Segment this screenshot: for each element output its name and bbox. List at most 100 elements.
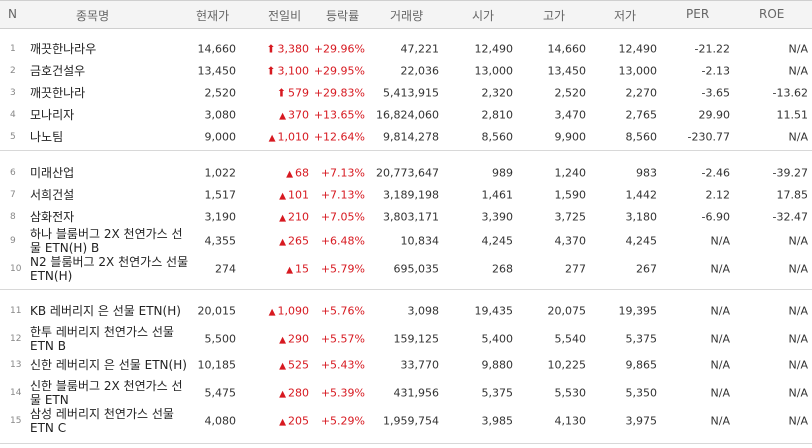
current-price: 1,517 xyxy=(204,188,237,202)
header-change[interactable]: 전일비 xyxy=(268,9,302,23)
stock-name-link[interactable]: 삼화전자 xyxy=(30,210,75,224)
current-price: 5,475 xyxy=(204,386,237,400)
header-per[interactable]: PER xyxy=(686,7,710,21)
rank-number: 10 xyxy=(10,264,22,274)
table-row[interactable]: 1 깨끗한나라우 14,660 ⬆ 3,380 +29.96% 47,221 12,490 14… xyxy=(0,36,812,62)
change-amount: ▲ 280 xyxy=(279,387,309,400)
trading-volume: 47,221 xyxy=(400,42,440,56)
table-row[interactable]: 13 신한 레버리지 은 선물 ETN(H) 10,185 ▲ 525 +5.43% 33,… xyxy=(0,352,812,378)
rank-number: 12 xyxy=(10,334,22,344)
rank-number: 14 xyxy=(10,388,22,398)
stock-name-link[interactable]: 삼성 레버리지 천연가스 선물 ETN C xyxy=(30,407,174,435)
change-amount: ▲ 265 xyxy=(279,235,309,248)
upper-limit-arrow-icon: ⬆ xyxy=(266,64,276,78)
change-rate: +7.13% xyxy=(320,188,365,202)
stock-name-link[interactable]: 신한 블룸버그 2X 천연가스 선물 ETN xyxy=(30,379,183,407)
stock-name-link[interactable]: 한투 레버리지 천연가스 선물 ETN B xyxy=(30,325,174,353)
low-price: 1,442 xyxy=(625,188,658,202)
table-row[interactable]: 15 삼성 레버리지 천연가스 선물 ETN C 4,080 ▲ 205 +5.29% 1,… xyxy=(0,407,812,435)
table-row[interactable]: 3 깨끗한나라 2,520 ⬆ 579 +29.83% 5,413,915 2,320 2,52… xyxy=(0,80,812,106)
header-name[interactable]: 종목명 xyxy=(76,9,110,23)
current-price: 10,185 xyxy=(197,358,237,372)
header-low[interactable]: 저가 xyxy=(614,9,637,23)
low-price: 8,560 xyxy=(625,130,658,144)
stock-name-link[interactable]: 나노팀 xyxy=(30,130,64,144)
stock-name-link[interactable]: 모나리자 xyxy=(30,108,75,122)
high-price: 20,075 xyxy=(547,304,587,318)
change-value: 210 xyxy=(288,210,309,224)
table-row[interactable]: 7 서희건설 1,517 ▲ 101 +7.13% 3,189,198 1,461 1,590 1… xyxy=(0,182,812,208)
header-rate[interactable]: 등락률 xyxy=(326,9,360,23)
stock-name-link[interactable]: 금호건설우 xyxy=(30,64,86,78)
table-row[interactable]: 11 KB 레버리지 은 선물 ETN(H) 20,015 ▲ 1,090 +5.76% 3… xyxy=(0,298,812,324)
header-high[interactable]: 고가 xyxy=(543,9,566,23)
open-price: 2,320 xyxy=(481,86,514,100)
stock-name-link[interactable]: 서희건설 xyxy=(30,188,75,202)
stock-name-link[interactable]: 하나 블룸버그 2X 천연가스 선물 ETN(H) B xyxy=(30,227,183,255)
table-row[interactable]: 4 모나리자 3,080 ▲ 370 +13.65% 16,824,060 2,810 3,47… xyxy=(0,102,812,128)
low-price: 12,490 xyxy=(618,42,658,56)
low-price: 2,765 xyxy=(625,108,658,122)
high-price: 1,590 xyxy=(554,188,587,202)
table-row[interactable]: 12 한투 레버리지 천연가스 선물 ETN B 5,500 ▲ 290 +5.57% 15… xyxy=(0,325,812,353)
high-price: 4,130 xyxy=(554,414,587,428)
trading-volume: 16,824,060 xyxy=(376,108,439,122)
stock-name-link[interactable]: 신한 레버리지 은 선물 ETN(H) xyxy=(30,358,187,372)
stock-name-link[interactable]: 미래산업 xyxy=(30,166,75,180)
per-value: N/A xyxy=(710,386,730,400)
header-roe[interactable]: ROE xyxy=(759,7,785,21)
change-amount: ▲ 370 xyxy=(279,109,309,122)
rank-number: 11 xyxy=(10,306,22,316)
roe-value: -13.62 xyxy=(772,86,808,100)
change-value: 579 xyxy=(288,86,309,100)
current-price: 4,355 xyxy=(204,234,237,248)
table-bottom-border xyxy=(0,443,812,444)
trading-volume: 10,834 xyxy=(400,234,440,248)
change-rate: +6.48% xyxy=(320,234,365,248)
up-triangle-icon: ▲ xyxy=(279,389,286,400)
rank-number: 5 xyxy=(10,132,16,142)
stock-name-link[interactable]: N2 블룸버그 2X 천연가스 선물 ETN(H) xyxy=(30,255,189,283)
rank-number: 15 xyxy=(10,416,22,426)
current-price: 274 xyxy=(215,262,236,276)
low-price: 983 xyxy=(636,166,657,180)
low-price: 9,865 xyxy=(625,358,658,372)
table-row[interactable]: 10 N2 블룸버그 2X 천연가스 선물 ETN(H) 274 ▲ 15 +5.79% 6… xyxy=(0,255,812,283)
change-value: 370 xyxy=(288,108,309,122)
rank-number: 3 xyxy=(10,88,16,98)
change-value: 265 xyxy=(288,234,309,248)
change-value: 280 xyxy=(288,386,309,400)
current-price: 4,080 xyxy=(204,414,237,428)
trading-volume: 695,035 xyxy=(393,262,440,276)
trading-volume: 20,773,647 xyxy=(376,166,439,180)
stock-name-link[interactable]: KB 레버리지 은 선물 ETN(H) xyxy=(30,304,181,318)
header-price[interactable]: 현재가 xyxy=(196,9,230,23)
per-value: N/A xyxy=(710,414,730,428)
table-row[interactable]: 8 삼화전자 3,190 ▲ 210 +7.05% 3,803,171 3,390 3,725 3… xyxy=(0,204,812,230)
group-divider xyxy=(0,289,812,290)
change-rate: +13.65% xyxy=(313,108,365,122)
low-price: 5,375 xyxy=(625,332,658,346)
per-value: -2.46 xyxy=(701,166,730,180)
open-price: 268 xyxy=(492,262,513,276)
table-row[interactable]: 2 금호건설우 13,450 ⬆ 3,100 +29.95% 22,036 13,000 13,… xyxy=(0,58,812,84)
header-volume[interactable]: 거래량 xyxy=(390,9,424,23)
header-n: N xyxy=(8,7,17,21)
table-row[interactable]: 9 하나 블룸버그 2X 천연가스 선물 ETN(H) B 4,355 ▲ 265 +6.… xyxy=(0,227,812,255)
table-row[interactable]: 6 미래산업 1,022 ▲ 68 +7.13% 20,773,647 989 1,240 983… xyxy=(0,160,812,186)
rank-number: 8 xyxy=(10,212,16,222)
header-open[interactable]: 시가 xyxy=(472,9,495,23)
table-row[interactable]: 14 신한 블룸버그 2X 천연가스 선물 ETN 5,475 ▲ 280 +5.39% 4… xyxy=(0,379,812,407)
change-rate: +12.64% xyxy=(313,130,365,144)
stock-name-link[interactable]: 깨끗한나라 xyxy=(30,86,86,100)
per-value: N/A xyxy=(710,332,730,346)
rank-number: 4 xyxy=(10,110,16,120)
stock-name-link[interactable]: 깨끗한나라우 xyxy=(30,42,97,56)
roe-value: N/A xyxy=(788,358,808,372)
per-value: N/A xyxy=(710,358,730,372)
open-price: 19,435 xyxy=(474,304,514,318)
table-row[interactable]: 5 나노팀 9,000 ▲ 1,010 +12.64% 9,814,278 8,560 9,90… xyxy=(0,124,812,150)
low-price: 19,395 xyxy=(618,304,658,318)
roe-value: N/A xyxy=(788,386,808,400)
change-amount: ⬆ 3,100 xyxy=(266,65,309,78)
